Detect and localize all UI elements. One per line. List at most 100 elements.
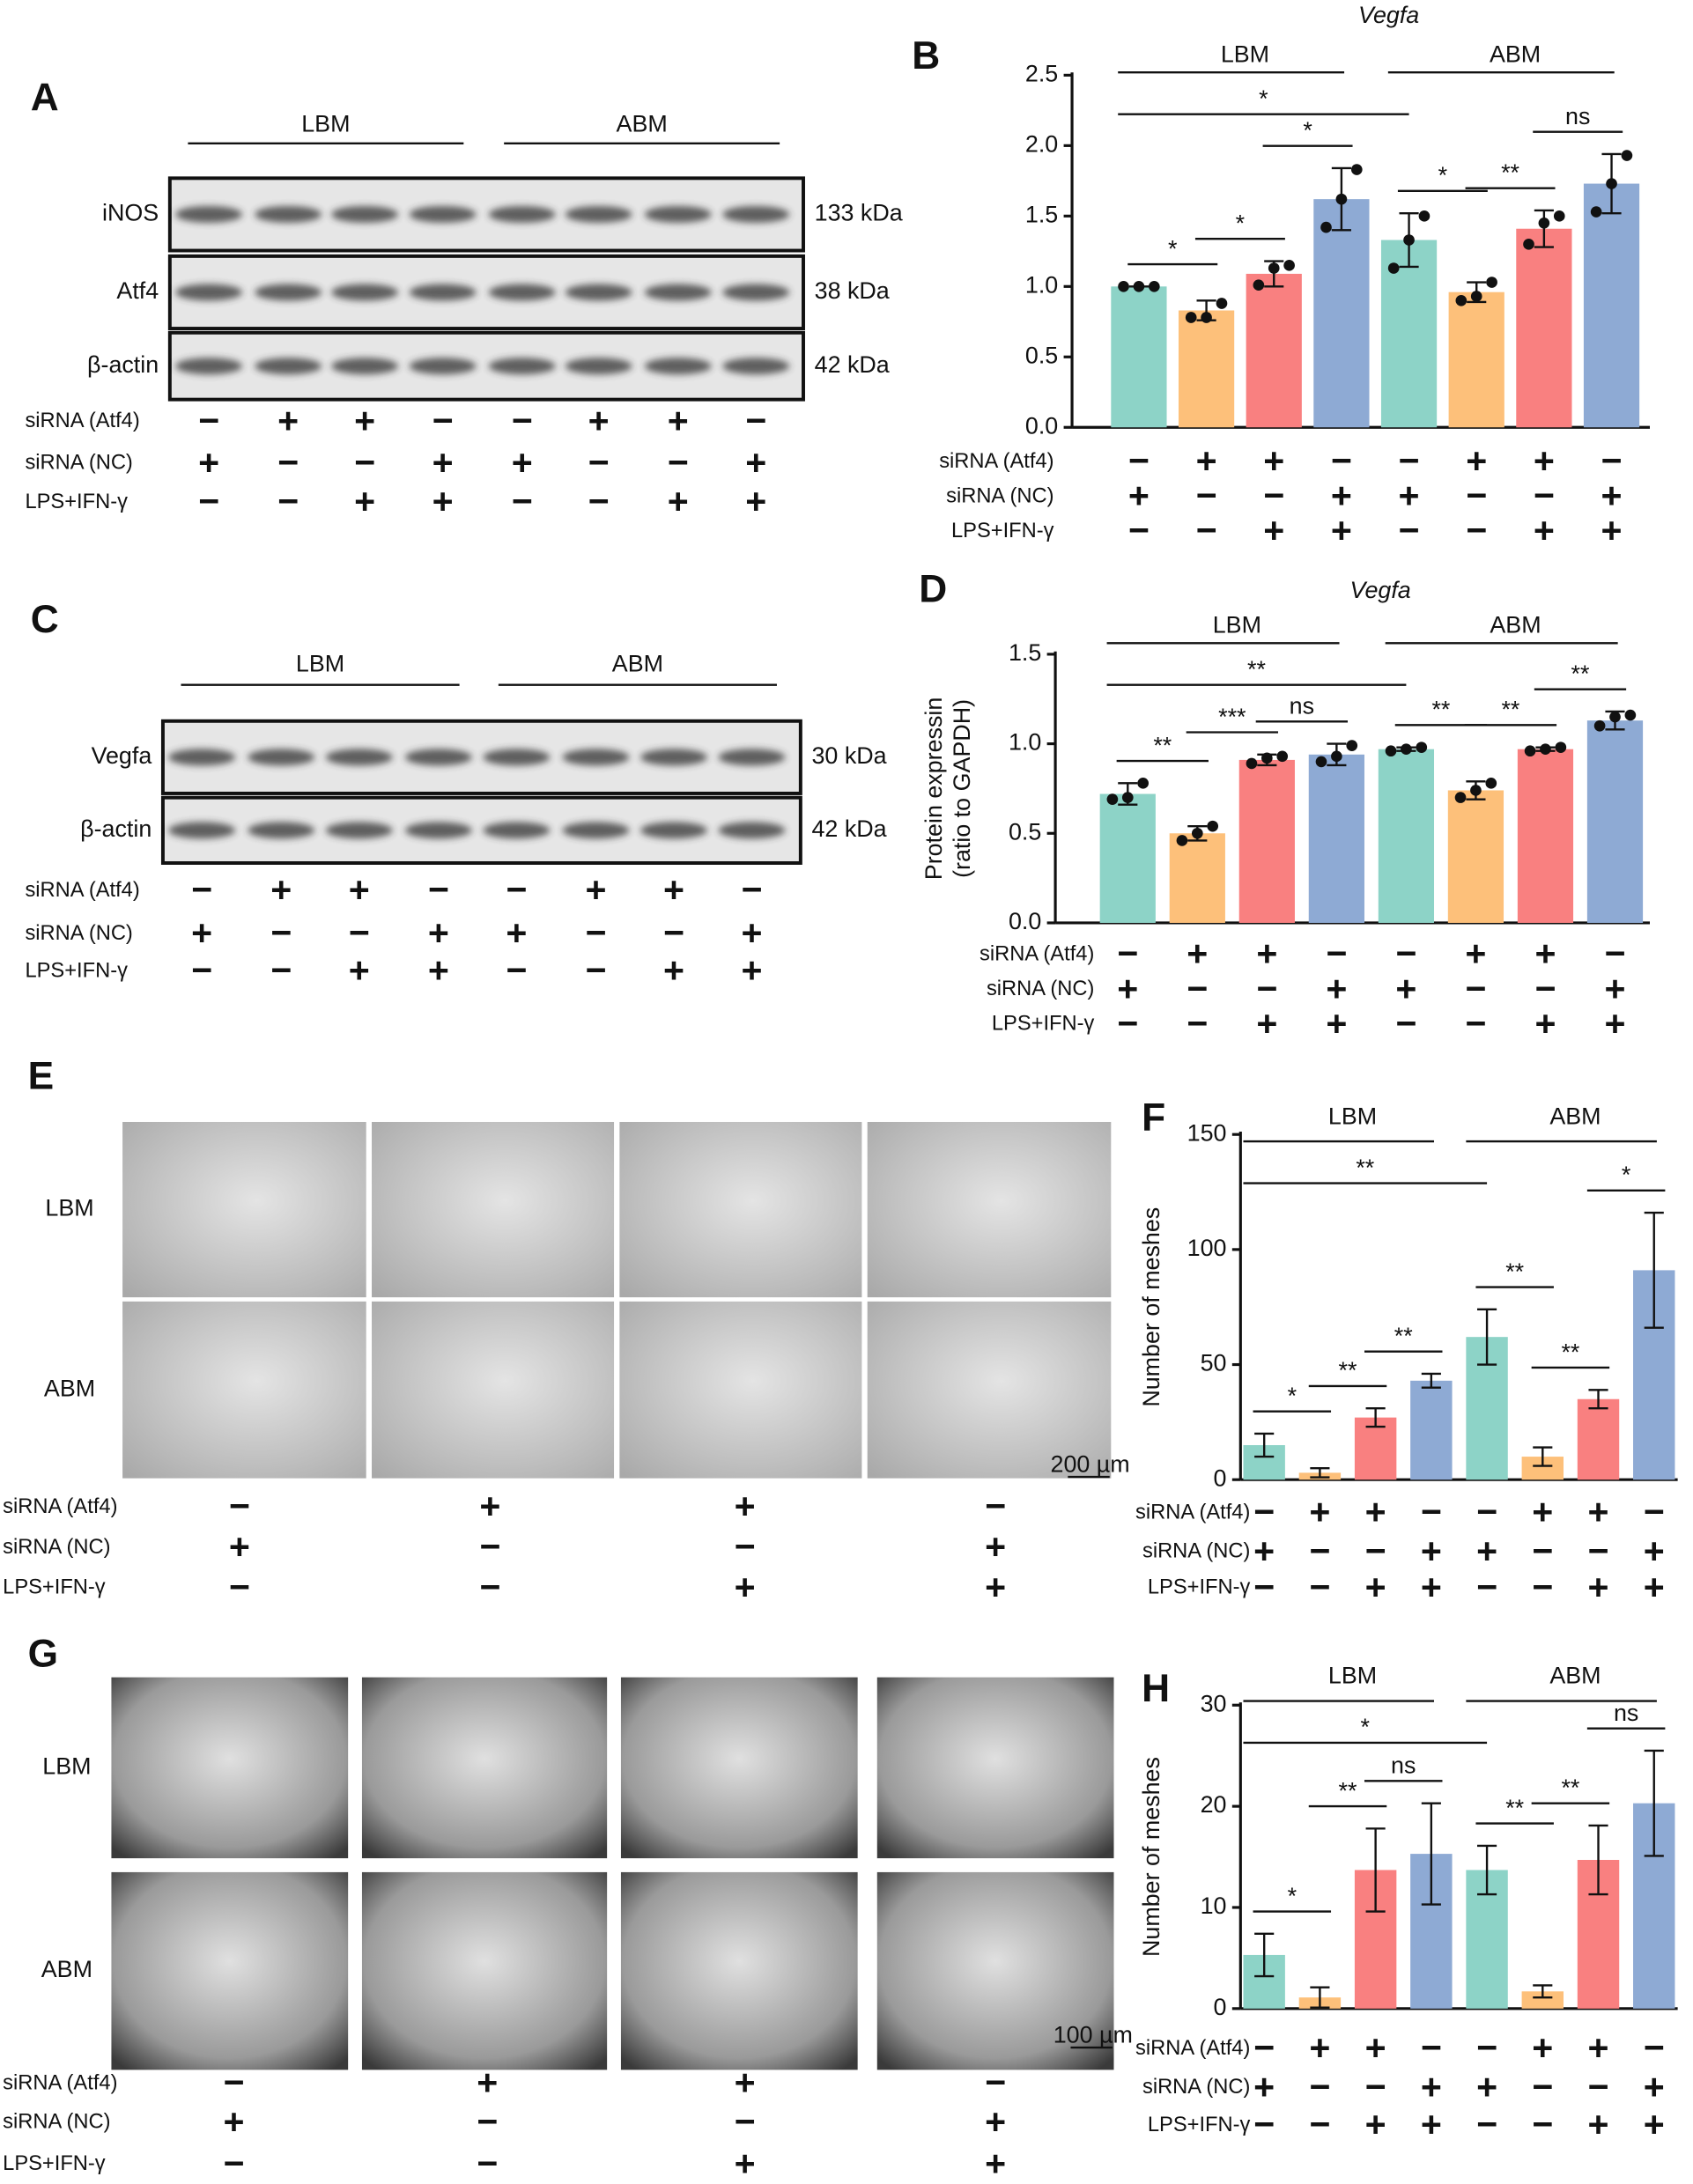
condition-sign: + <box>1534 933 1556 974</box>
micrograph <box>620 1677 858 1859</box>
group-label: ABM <box>1490 611 1541 638</box>
condition-sign: + <box>428 950 449 991</box>
condition-sign: + <box>735 1486 756 1526</box>
y-tick-label: 1.5 <box>1009 639 1041 666</box>
condition-sign: − <box>477 2101 498 2142</box>
error-bar <box>1533 1446 1553 1467</box>
band <box>644 205 712 223</box>
error-bar <box>1533 1984 1553 1999</box>
condition-sign: + <box>1604 1003 1625 1044</box>
condition-sign: + <box>1534 440 1555 481</box>
condition-sign: − <box>512 400 533 440</box>
bar <box>1238 759 1295 923</box>
condition-sign: + <box>1263 510 1284 550</box>
condition-sign: − <box>1644 1492 1665 1532</box>
condition-sign: + <box>1601 510 1623 550</box>
data-point <box>1185 312 1197 323</box>
condition-sign: + <box>354 400 375 440</box>
data-point <box>1485 778 1497 789</box>
condition-sign: − <box>432 400 454 440</box>
y-tick-label: 1.0 <box>1025 271 1058 298</box>
significance-label: *** <box>1218 704 1246 730</box>
condition-sign: − <box>1365 1531 1386 1571</box>
y-axis-label: Number of meshes <box>1138 1207 1164 1407</box>
band <box>565 205 632 223</box>
condition-label: siRNA (Atf4) <box>1135 2037 1250 2060</box>
condition-sign: − <box>229 1486 250 1526</box>
condition-label: siRNA (NC) <box>946 485 1054 508</box>
bar <box>1447 790 1504 923</box>
micrograph <box>876 1871 1114 2070</box>
condition-sign: + <box>1604 968 1625 1008</box>
band <box>255 284 322 301</box>
bar <box>1516 228 1572 428</box>
condition-sign: + <box>1253 1531 1275 1571</box>
y-tick-label: 30 <box>1201 1690 1227 1716</box>
band <box>722 284 790 301</box>
significance-label: ** <box>1394 1323 1413 1349</box>
condition-sign: + <box>1253 2066 1275 2107</box>
chart-title: Vegfa <box>1350 577 1411 603</box>
condition-sign: + <box>1309 1492 1330 1532</box>
condition-sign: − <box>1604 933 1625 974</box>
condition-sign: + <box>1476 2066 1497 2107</box>
condition-sign: + <box>1187 933 1208 974</box>
condition-sign: + <box>1534 1003 1556 1044</box>
band <box>483 749 551 766</box>
error-bar <box>1644 1211 1664 1329</box>
y-axis-label: Protein expressin <box>920 697 947 881</box>
condition-sign: + <box>224 2101 245 2142</box>
condition-label: LPS+IFN-γ <box>25 491 128 513</box>
condition-sign: + <box>1644 2066 1665 2107</box>
condition-sign: − <box>1187 1003 1208 1044</box>
micrograph <box>361 1677 608 1859</box>
condition-label: siRNA (Atf4) <box>980 943 1094 966</box>
row-label: ABM <box>44 1375 95 1401</box>
condition-sign: + <box>512 442 533 483</box>
condition-sign: + <box>198 442 219 483</box>
condition-sign: − <box>1309 2104 1330 2144</box>
condition-sign: − <box>1399 510 1420 550</box>
condition-sign: − <box>1196 476 1217 516</box>
group-label: ABM <box>617 110 668 136</box>
band-size: 133 kDa <box>815 200 903 226</box>
data-point <box>1403 234 1415 246</box>
condition-sign: − <box>506 950 527 991</box>
condition-sign: − <box>1534 968 1556 1008</box>
error-bar <box>1588 1824 1608 1896</box>
condition-label: LPS+IFN-γ <box>951 520 1054 542</box>
condition-sign: + <box>1421 1531 1442 1571</box>
band <box>175 205 243 223</box>
data-point <box>1624 709 1637 721</box>
data-point <box>1346 740 1358 751</box>
condition-sign: + <box>229 1526 250 1567</box>
data-point <box>1385 745 1397 757</box>
condition-sign: + <box>1534 510 1555 550</box>
band <box>722 358 790 375</box>
condition-label: siRNA (NC) <box>1142 2076 1250 2099</box>
significance-label: * <box>1288 1883 1297 1909</box>
band <box>175 358 243 375</box>
band <box>175 284 243 301</box>
bar <box>1099 793 1156 923</box>
error-bar <box>1644 1749 1664 1857</box>
data-point <box>1609 711 1621 723</box>
condition-sign: + <box>428 912 449 953</box>
panel-letter: G <box>28 1633 58 1676</box>
condition-sign: + <box>1263 440 1284 481</box>
condition-sign: − <box>1476 2027 1497 2068</box>
condition-label: LPS+IFN-γ <box>1148 1576 1251 1599</box>
significance-label: * <box>1288 1383 1297 1409</box>
group-label: ABM <box>1549 1103 1601 1129</box>
data-point <box>1335 193 1348 205</box>
micrograph <box>361 1871 608 2070</box>
band <box>718 749 786 766</box>
bar <box>1517 749 1574 923</box>
row-label: LBM <box>45 1195 93 1221</box>
condition-sign: − <box>1601 440 1623 481</box>
condition-sign: + <box>1365 2104 1386 2144</box>
condition-sign: + <box>1256 1003 1277 1044</box>
band <box>248 749 315 766</box>
bar <box>1246 273 1302 428</box>
condition-label: siRNA (Atf4) <box>3 1495 117 1518</box>
